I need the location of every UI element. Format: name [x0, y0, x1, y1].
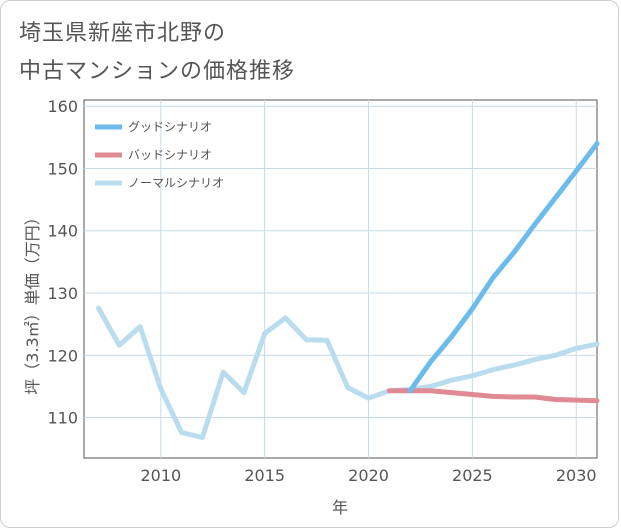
x-tick-labels: 2010 2015 2020 2025 2030 [140, 466, 596, 485]
x-axis-title: 年 [332, 498, 348, 517]
x-tick-label: 2015 [244, 466, 285, 485]
title-line-1: 埼玉県新座市北野の [19, 21, 227, 46]
y-tick-label: 160 [47, 97, 78, 116]
y-tick-label: 140 [47, 222, 78, 241]
y-axis-title: 坪（3.3㎡）単価（万円） [23, 209, 42, 394]
series-line-1 [386, 388, 600, 404]
x-tick-label: 2025 [452, 466, 493, 485]
y-tick-label: 120 [47, 346, 78, 365]
x-tick-label: 2030 [556, 466, 597, 485]
chart-title: 埼玉県新座市北野の 中古マンションの価格推移 [19, 15, 579, 91]
legend-label: バッドシナリオ [128, 148, 212, 162]
y-tick-label: 150 [47, 159, 78, 178]
series-line-0 [407, 141, 600, 394]
legend-label: グッドシナリオ [128, 120, 212, 134]
series-line-2 [96, 305, 600, 440]
y-tick-label: 110 [47, 409, 78, 428]
series-lines [96, 141, 600, 440]
x-tick-label: 2020 [348, 466, 389, 485]
y-tick-label: 130 [47, 284, 78, 303]
x-tick-label: 2010 [140, 466, 181, 485]
title-line-2: 中古マンションの価格推移 [19, 59, 296, 84]
y-tick-labels: 110 120 130 140 150 160 [47, 97, 78, 427]
legend-label: ノーマルシナリオ [128, 176, 224, 190]
